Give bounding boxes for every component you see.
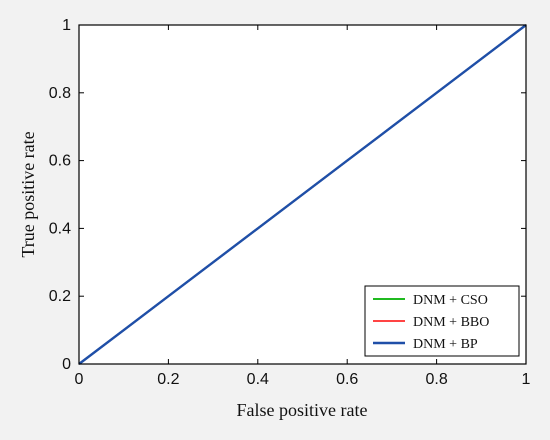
x-tick-label: 0 bbox=[75, 371, 84, 388]
series-line-3 bbox=[78, 24, 527, 365]
x-tick-label: 1 bbox=[522, 371, 531, 388]
y-tick-label: 1 bbox=[62, 17, 71, 34]
y-tick-label: 0.4 bbox=[49, 220, 71, 237]
y-tick-label: 0 bbox=[62, 356, 71, 373]
y-tick-label: 0.2 bbox=[49, 288, 71, 305]
y-tick-label: 0.6 bbox=[49, 153, 71, 170]
legend-label-2: DNM + BBO bbox=[413, 315, 489, 330]
legend: DNM + CSO DNM + BBO DNM + BP bbox=[364, 285, 520, 357]
ticks-layer: 0 0.2 0.4 0.6 0.8 1 0 0.2 0.4 0.6 0.8 1 bbox=[49, 17, 531, 388]
x-tick-label: 0.6 bbox=[336, 371, 358, 388]
y-axis-title: True positive rate bbox=[18, 131, 38, 257]
series-layer bbox=[78, 24, 527, 365]
legend-label-3: DNM + BP bbox=[413, 337, 478, 352]
x-tick-label: 0.8 bbox=[425, 371, 447, 388]
plot-frame bbox=[78, 24, 527, 365]
x-tick-label: 0.2 bbox=[157, 371, 179, 388]
y-tick-label: 0.8 bbox=[49, 85, 71, 102]
x-tick-label: 0.4 bbox=[247, 371, 269, 388]
x-axis-title: False positive rate bbox=[237, 400, 368, 420]
legend-label-1: DNM + CSO bbox=[413, 293, 488, 308]
